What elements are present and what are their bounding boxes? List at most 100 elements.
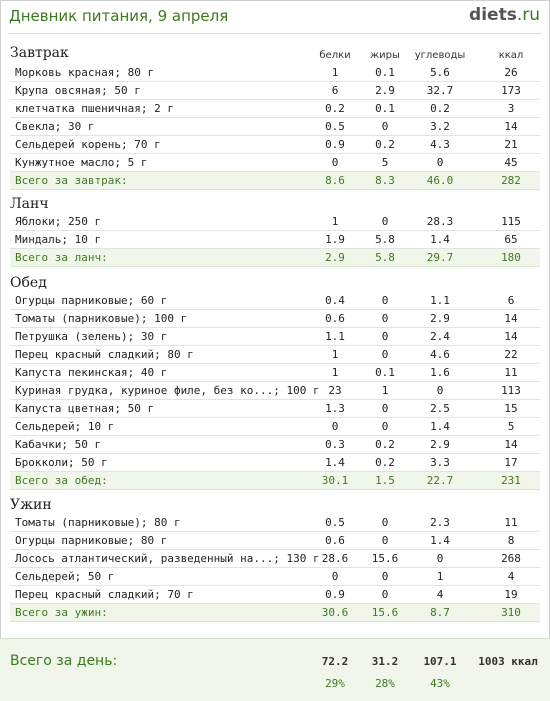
cell-protein: 0 [331, 570, 339, 583]
cell-protein: 2.9 [325, 251, 345, 264]
cell-fat: 0 [381, 312, 389, 325]
cell-fat: 0 [381, 348, 389, 361]
cell-kcal: 8 [507, 534, 515, 547]
cell-fat: 0.1 [375, 102, 395, 115]
food-row[interactable]: Петрушка (зелень); 30 г 1.1 0 2.4 14 [10, 328, 540, 346]
food-row[interactable]: Огурцы парниковые; 80 г 0.6 0 1.4 8 [10, 532, 540, 550]
cell-carbs: 0 [436, 552, 444, 565]
food-row[interactable]: Огурцы парниковые; 60 г 0.4 0 1.1 6 [10, 292, 540, 310]
cell-carbs: 1.4 [430, 233, 450, 246]
cell-protein: 0.4 [325, 294, 345, 307]
food-row[interactable]: Миндаль; 10 г 1.9 5.8 1.4 65 [10, 231, 540, 249]
food-row[interactable]: Крупа овсяная; 50 г 6 2.9 32.7 173 [10, 82, 540, 100]
cell-protein: 1 [331, 348, 339, 361]
food-row[interactable]: Капуста пекинская; 40 г 1 0.1 1.6 11 [10, 364, 540, 382]
food-row[interactable]: Лосось атлантический, разведенный на...;… [10, 550, 540, 568]
cell-carbs: 5.6 [430, 66, 450, 79]
cell-kcal: 14 [504, 330, 518, 343]
food-row[interactable]: Кунжутное масло; 5 г 0 5 0 45 [10, 154, 540, 172]
cell-carbs: 2.3 [430, 516, 450, 529]
food-row[interactable]: Яблоки; 250 г 1 0 28.3 115 [10, 213, 540, 231]
food-row[interactable]: Капуста цветная; 50 г 1.3 0 2.5 15 [10, 400, 540, 418]
food-row[interactable]: Морковь красная; 80 г 1 0.1 5.6 26 [10, 64, 540, 82]
food-name: Миндаль; 10 г [15, 233, 102, 246]
header-divider [8, 33, 542, 34]
cell-fat: 1 [381, 384, 389, 397]
cell-carbs: 4.6 [430, 348, 450, 361]
food-row[interactable]: Свекла; 30 г 0.5 0 3.2 14 [10, 118, 540, 136]
cell-kcal: 11 [504, 516, 518, 529]
food-row[interactable]: Сельдерей; 50 г 0 0 1 4 [10, 568, 540, 586]
food-row[interactable]: клетчатка пшеничная; 2 г 0.2 0.1 0.2 3 [10, 100, 540, 118]
meal-title-dinner: Обед [10, 275, 47, 291]
cell-carbs: 29.7 [426, 251, 454, 264]
day-fat-percent: 28% [375, 677, 395, 690]
food-row[interactable]: Перец красный сладкий; 80 г 1 0 4.6 22 [10, 346, 540, 364]
food-name: Брокколи; 50 г [15, 456, 108, 469]
food-row[interactable]: Томаты (парниковые); 80 г 0.5 0 2.3 11 [10, 514, 540, 532]
cell-protein: 0.2 [325, 102, 345, 115]
cell-protein: 1 [331, 66, 339, 79]
column-header-kcal: ккал [498, 50, 524, 61]
food-row[interactable]: Томаты (парниковые); 100 г 0.6 0 2.9 14 [10, 310, 540, 328]
cell-protein: 0.6 [325, 534, 345, 547]
cell-fat: 5.8 [375, 251, 395, 264]
food-name: Кабачки; 50 г [15, 438, 102, 451]
cell-carbs: 4 [436, 588, 444, 601]
food-row[interactable]: Сельдерей; 10 г 0 0 1.4 5 [10, 418, 540, 436]
column-header-fat: жиры [370, 50, 400, 61]
food-name: Морковь красная; 80 г [15, 66, 155, 79]
cell-protein: 0.5 [325, 516, 345, 529]
meal-total-label: Всего за обед: [15, 474, 108, 487]
cell-fat: 0 [381, 534, 389, 547]
day-carbs-percent: 43% [430, 677, 450, 690]
cell-carbs: 4.3 [430, 138, 450, 151]
cell-fat: 0 [381, 402, 389, 415]
header: Дневник питания, 9 апреля diets.ru [0, 0, 550, 32]
food-row[interactable]: Кабачки; 50 г 0.3 0.2 2.9 14 [10, 436, 540, 454]
site-logo[interactable]: diets.ru [469, 5, 540, 25]
cell-kcal: 113 [501, 384, 521, 397]
day-total-kcal: 1003 ккал [478, 655, 538, 668]
page-title: Дневник питания, 9 апреля [9, 7, 229, 25]
food-name: Сельдерей; 50 г [15, 570, 115, 583]
cell-fat: 0 [381, 588, 389, 601]
cell-carbs: 46.0 [426, 174, 454, 187]
cell-kcal: 65 [504, 233, 518, 246]
cell-carbs: 1.4 [430, 420, 450, 433]
cell-protein: 1 [331, 366, 339, 379]
cell-carbs: 3.3 [430, 456, 450, 469]
food-row[interactable]: Перец красный сладкий; 70 г 0.9 0 4 19 [10, 586, 540, 604]
cell-protein: 0.5 [325, 120, 345, 133]
cell-fat: 0 [381, 570, 389, 583]
food-name: Томаты (парниковые); 80 г [15, 516, 181, 529]
cell-carbs: 28.3 [426, 215, 454, 228]
cell-protein: 0.9 [325, 588, 345, 601]
food-row[interactable]: Сельдерей корень; 70 г 0.9 0.2 4.3 21 [10, 136, 540, 154]
food-name: Капуста пекинская; 40 г [15, 366, 168, 379]
cell-fat: 15.6 [371, 606, 399, 619]
cell-kcal: 21 [504, 138, 518, 151]
cell-carbs: 0 [436, 384, 444, 397]
cell-protein: 0 [331, 420, 339, 433]
cell-fat: 8.3 [375, 174, 395, 187]
meal-total-label: Всего за завтрак: [15, 174, 128, 187]
meal-title-breakfast: Завтрак [10, 45, 69, 61]
cell-kcal: 282 [501, 174, 521, 187]
cell-fat: 0.2 [375, 138, 395, 151]
cell-kcal: 14 [504, 120, 518, 133]
cell-kcal: 3 [507, 102, 515, 115]
food-row[interactable]: Брокколи; 50 г 1.4 0.2 3.3 17 [10, 454, 540, 472]
food-name: Перец красный сладкий; 70 г [15, 588, 194, 601]
cell-kcal: 180 [501, 251, 521, 264]
food-row[interactable]: Куриная грудка, куриное филе, без ко...;… [10, 382, 540, 400]
food-name: клетчатка пшеничная; 2 г [15, 102, 174, 115]
cell-fat: 1.5 [375, 474, 395, 487]
food-name: Куриная грудка, куриное филе, без ко...;… [15, 384, 320, 397]
day-total-carbs: 107.1 [423, 655, 457, 668]
food-name: Капуста цветная; 50 г [15, 402, 155, 415]
cell-carbs: 1.6 [430, 366, 450, 379]
logo-tld: .ru [516, 5, 540, 25]
food-name: Свекла; 30 г [15, 120, 95, 133]
day-protein-percent: 29% [325, 677, 345, 690]
